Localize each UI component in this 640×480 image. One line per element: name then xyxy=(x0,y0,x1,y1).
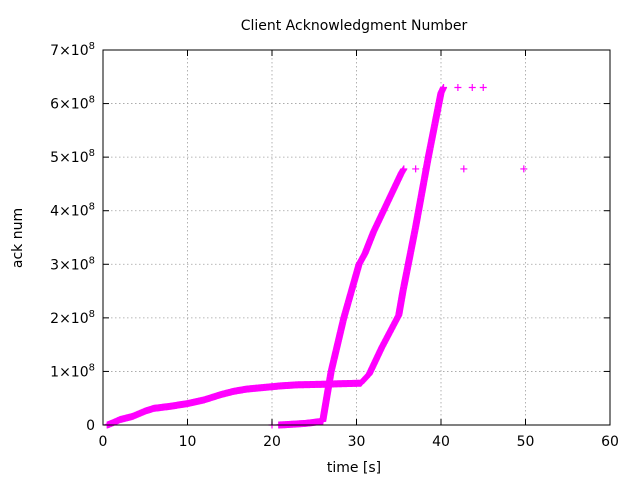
y-tick-label: 2×108 xyxy=(50,309,95,327)
x-tick-label: 50 xyxy=(517,434,535,450)
chart-title: Client Acknowledgment Number xyxy=(241,18,468,34)
data-point xyxy=(468,84,476,91)
y-tick-label: 1×108 xyxy=(50,362,95,380)
series-1 xyxy=(103,84,487,429)
data-point xyxy=(422,165,430,173)
y-tick-exponent: 8 xyxy=(89,362,95,373)
data-point xyxy=(460,165,468,173)
x-tick-label: 30 xyxy=(348,434,366,450)
y-tick-exponent: 8 xyxy=(89,148,95,159)
x-tick-label: 20 xyxy=(263,434,281,450)
x-tick-label: 10 xyxy=(179,434,197,450)
x-tick-label: 60 xyxy=(601,434,619,450)
y-tick-label: 5×108 xyxy=(50,148,95,166)
y-tick-label: 7×108 xyxy=(50,41,95,59)
y-tick-exponent: 8 xyxy=(89,255,95,266)
grid-lines xyxy=(103,50,610,425)
data-point xyxy=(440,84,448,91)
data-point xyxy=(520,165,528,173)
y-tick-label: 4×108 xyxy=(50,202,95,220)
series-2 xyxy=(268,165,528,429)
y-tick-label: 6×108 xyxy=(50,95,95,113)
y-tick-exponent: 8 xyxy=(89,309,95,320)
y-tick-label: 0 xyxy=(86,418,95,434)
data-point xyxy=(479,84,487,91)
plot-area xyxy=(103,84,528,429)
y-axis-label: ack num xyxy=(10,208,26,268)
axis-ticks: 0 10 20 30 40 50 60 0 1×108 2×108 3×108 4×108 5×108 6… xyxy=(50,41,619,450)
x-tick-label: 40 xyxy=(432,434,450,450)
data-point xyxy=(454,84,462,91)
y-tick-exponent: 8 xyxy=(89,41,95,52)
x-tick-label: 0 xyxy=(99,434,108,450)
y-tick-exponent: 8 xyxy=(89,95,95,106)
data-point xyxy=(400,165,408,173)
x-axis-label: time [s] xyxy=(327,460,381,476)
data-point xyxy=(412,165,420,173)
y-tick-exponent: 8 xyxy=(89,202,95,213)
y-tick-label: 3×108 xyxy=(50,255,95,273)
